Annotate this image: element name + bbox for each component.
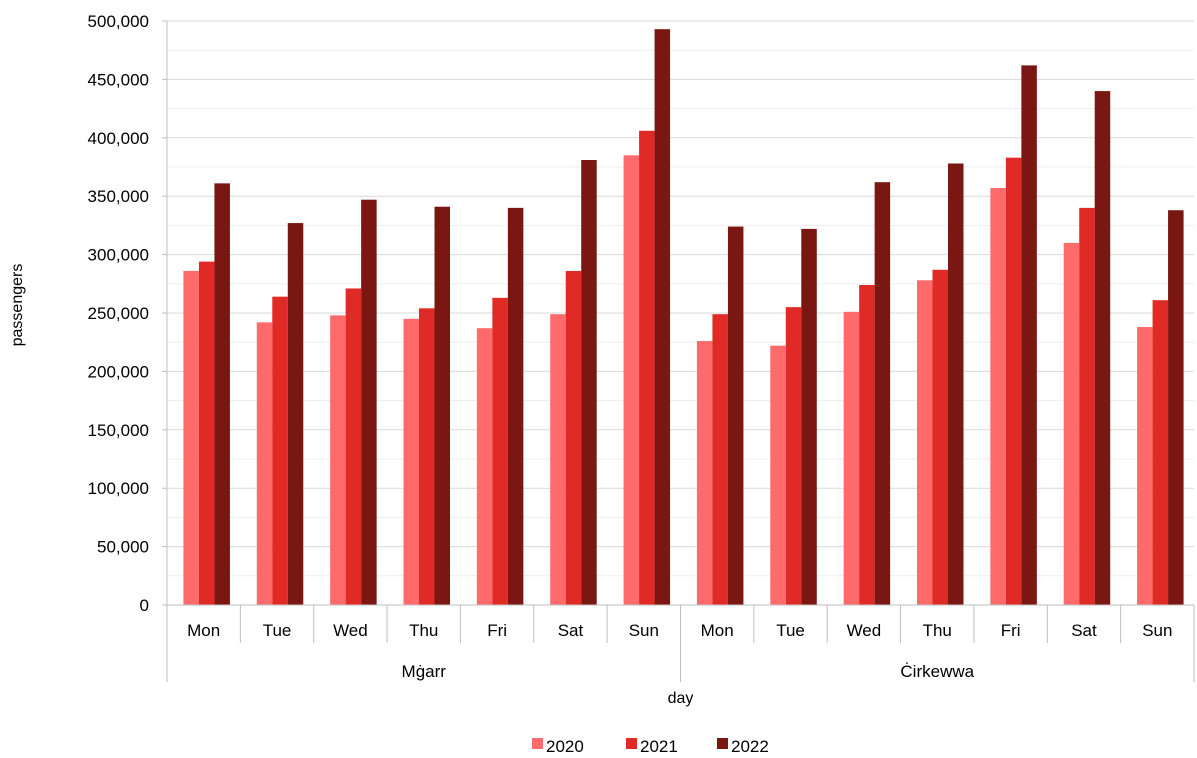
bar-2021-fri: [492, 297, 508, 605]
x-group-label: Mġarr: [402, 662, 447, 681]
x-category-label: Sat: [558, 621, 584, 640]
y-tick-label: 50,000: [97, 538, 149, 557]
bar-2020-fri: [990, 188, 1006, 606]
bar-2021-mon: [712, 314, 728, 605]
bar-2020-wed: [330, 315, 346, 605]
bar-2020-fri: [476, 328, 493, 605]
bar-2022-sun: [1168, 210, 1184, 605]
bar-2022-wed: [874, 182, 891, 605]
y-tick-label: 0: [140, 596, 149, 615]
bar-2022-fri: [507, 207, 524, 605]
x-category-label: Mon: [187, 621, 220, 640]
legend-swatch-2021: [626, 738, 637, 749]
y-tick-label: 300,000: [88, 246, 149, 265]
bar-2021-tue: [785, 307, 802, 605]
bar-2020-tue: [770, 345, 786, 605]
bar-2021-thu: [419, 308, 435, 605]
axes: [162, 20, 1195, 682]
bar-2020-sat: [1063, 242, 1080, 606]
bar-2021-tue: [272, 296, 288, 605]
y-tick-label: 350,000: [88, 187, 149, 206]
y-tick-labels: 0 50,000 100,000 150,000 200,000 250,000 300,0…: [88, 12, 149, 615]
bar-2021-wed: [859, 284, 875, 605]
bar-2022-sat: [1094, 91, 1111, 605]
y-tick-label: 150,000: [88, 421, 149, 440]
bar-2022-sat: [581, 159, 597, 605]
x-category-label: Wed: [333, 621, 368, 640]
bar-2022-fri: [1021, 65, 1037, 605]
bar-2020-mon: [696, 341, 713, 605]
legend-label: 2021: [640, 737, 678, 756]
gridlines: [167, 20, 1194, 577]
y-axis-title: passengers: [9, 264, 26, 347]
legend-swatch-2022: [717, 738, 728, 749]
x-category-label: Thu: [409, 621, 438, 640]
x-group-labels: Mġarr Ċirkewwa: [402, 661, 975, 681]
bar-2022-tue: [801, 228, 817, 606]
bar-2020-tue: [256, 322, 273, 605]
bar-2021-wed: [345, 288, 362, 605]
bar-2020-mon: [183, 270, 199, 605]
bar-2022-sun: [654, 29, 671, 605]
x-group-label: Ċirkewwa: [900, 661, 974, 681]
bars: [183, 29, 1184, 606]
bar-2020-wed: [843, 311, 860, 605]
x-category-label: Tue: [776, 621, 805, 640]
x-category-label: Tue: [263, 621, 292, 640]
legend-label: 2020: [546, 737, 584, 756]
bar-2022-thu: [948, 163, 964, 605]
x-category-labels: Mon Tue Wed Thu Fri Sat Sun Mon Tue Wed Thu Fri Sat S…: [187, 621, 1172, 640]
x-category-label: Sun: [1142, 621, 1172, 640]
bar-2020-sun: [1137, 327, 1153, 605]
x-axis-title: day: [668, 690, 694, 707]
x-category-label: Sun: [629, 621, 659, 640]
bar-2021-thu: [932, 269, 948, 605]
bar-2022-mon: [727, 226, 744, 605]
bar-2020-sun: [623, 155, 640, 605]
bar-2021-sat: [565, 270, 582, 605]
bar-2021-mon: [198, 261, 215, 605]
y-tick-label: 200,000: [88, 362, 149, 381]
y-tick-label: 500,000: [88, 12, 149, 31]
bar-2021-sat: [1079, 207, 1095, 605]
y-tick-label: 100,000: [88, 479, 149, 498]
legend: 2020 2021 2022: [532, 737, 769, 756]
bar-2022-thu: [434, 206, 450, 605]
bar-2022-mon: [214, 183, 230, 606]
legend-label: 2022: [731, 737, 769, 756]
legend-swatch-2020: [532, 738, 543, 749]
bar-2020-thu: [917, 280, 933, 605]
x-category-label: Fri: [487, 621, 507, 640]
bar-2021-sun: [639, 130, 655, 606]
bar-2021-sun: [1152, 300, 1169, 605]
bar-2022-tue: [287, 223, 304, 605]
bar-2020-sat: [550, 314, 566, 605]
x-category-label: Fri: [1001, 621, 1021, 640]
y-tick-label: 400,000: [88, 129, 149, 148]
y-tick-label: 250,000: [88, 304, 149, 323]
x-category-label: Sat: [1071, 621, 1097, 640]
y-tick-label: 450,000: [88, 70, 149, 89]
bar-2020-thu: [403, 318, 419, 605]
x-category-label: Mon: [701, 621, 734, 640]
bar-2022-wed: [361, 199, 377, 606]
x-category-label: Wed: [847, 621, 882, 640]
bar-2021-fri: [1005, 157, 1022, 605]
x-category-label: Thu: [923, 621, 952, 640]
